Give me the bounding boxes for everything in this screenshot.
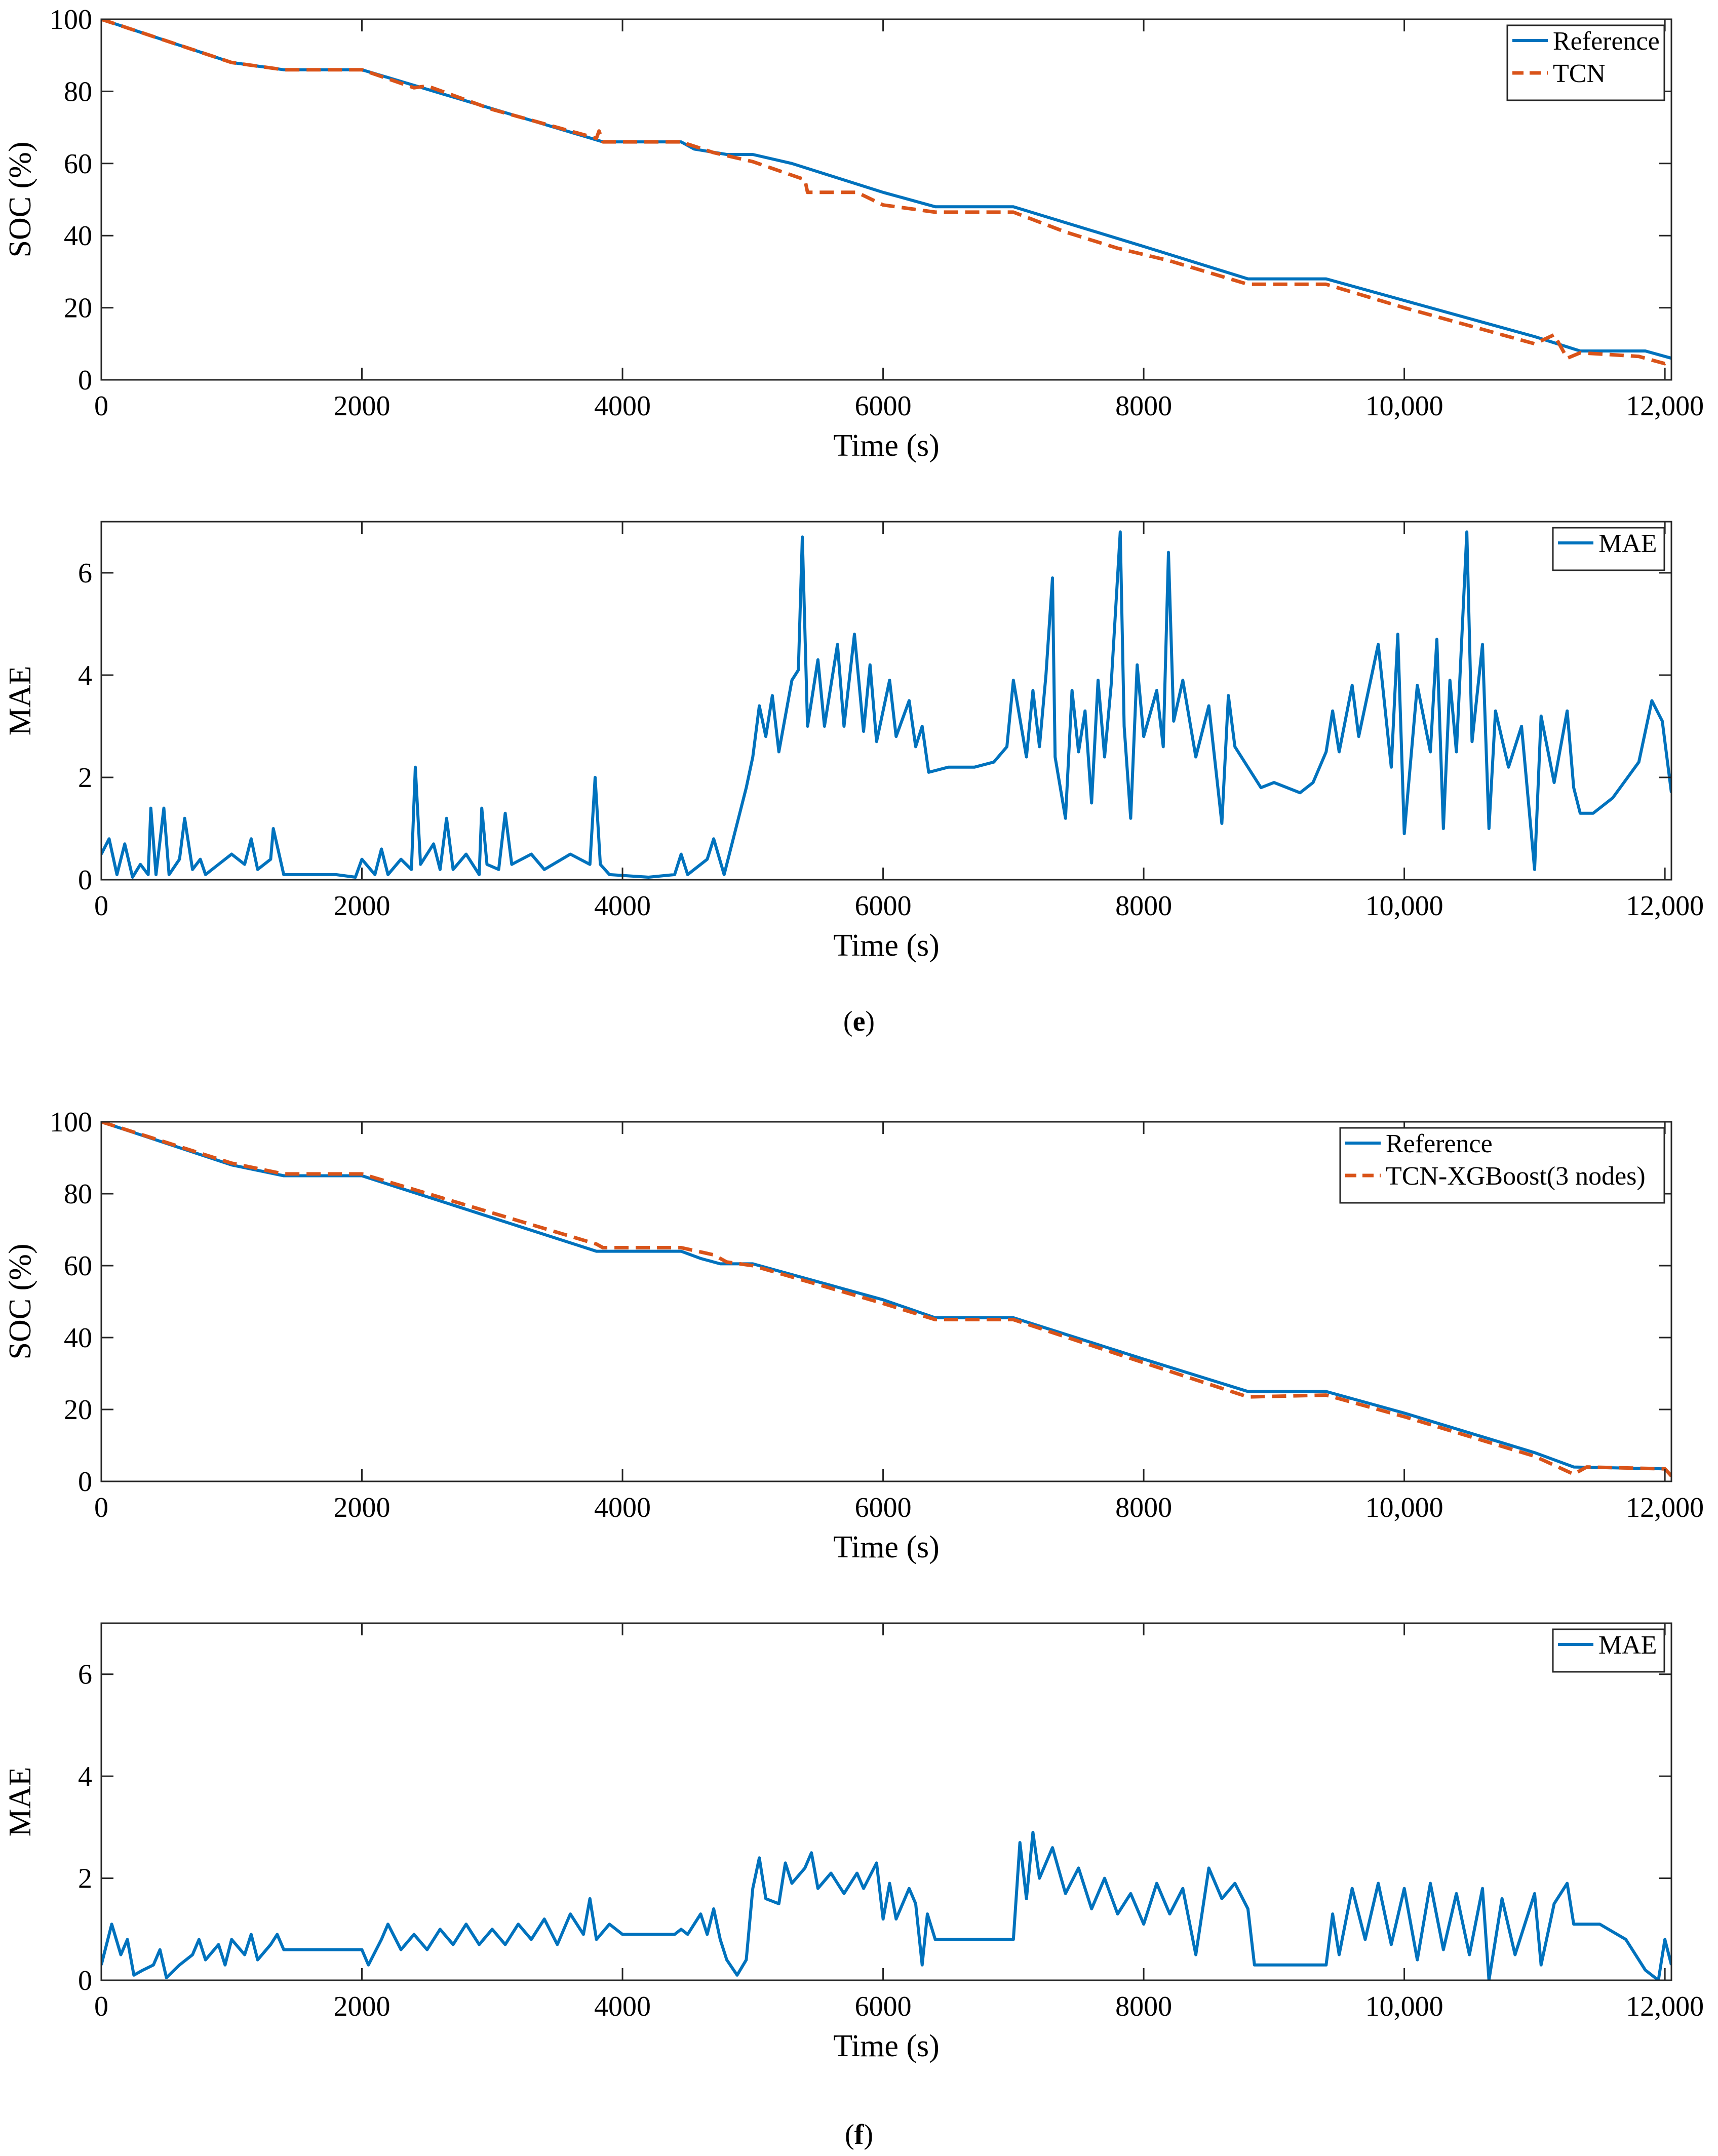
series-line-tcn [101,19,1671,366]
legend-box [1552,527,1665,571]
series-line-tcn-xgboost-3-nodes [101,1122,1671,1477]
x-tick-label: 12,000 [1626,1991,1704,2022]
y-tick-label: 0 [78,1466,92,1498]
caption-e-letter: e [853,1006,866,1037]
x-tick-label: 12,000 [1626,390,1704,422]
x-axis-title: Time (s) [833,1530,940,1564]
x-axis-title: Time (s) [833,2029,940,2063]
mae-chart-f: 0 2000 4000 6000 8000 10,000 12,000 0 2 4 6 Time (s… [3,1622,1704,2063]
x-tick-label: 8000 [1115,1492,1172,1523]
y-tick-label: 0 [78,1965,92,1996]
x-tick-label: 10,000 [1365,1991,1443,2022]
y-axis-title: MAE [3,1767,37,1837]
legend-label: MAE [1598,529,1657,558]
series-line-reference [101,1122,1671,1477]
legend-label: Reference [1553,27,1660,56]
x-tick-label: 6000 [855,890,912,922]
x-tick-label: 0 [94,1991,108,2022]
x-axis-title: Time (s) [833,428,940,463]
x-tick-label: 4000 [594,890,651,922]
legend-label: MAE [1598,1631,1657,1660]
y-axis-title: SOC (%) [3,141,37,257]
x-tick-label: 6000 [855,1492,912,1523]
x-tick-label: 2000 [334,1492,391,1523]
x-tick-label: 4000 [594,390,651,422]
x-axis-title: Time (s) [833,928,940,963]
caption-f: (f) [845,2119,873,2150]
soc-chart-e: 0 2000 4000 6000 8000 10,000 12,000 0 20 40 60 80 10… [3,4,1704,463]
x-tick-label: 10,000 [1365,1492,1443,1523]
y-axis-title: SOC (%) [3,1243,37,1359]
legend-label: TCN [1553,59,1606,88]
x-tick-label: 10,000 [1365,390,1443,422]
y-tick-label: 2 [78,1863,92,1895]
caption-e: (e) [843,1006,875,1037]
series-line-mae [101,1830,1671,1980]
x-tick-label: 8000 [1115,1991,1172,2022]
x-tick-label: 4000 [594,1492,651,1523]
y-tick-label: 60 [64,1250,92,1282]
x-tick-label: 10,000 [1365,890,1443,922]
y-tick-label: 100 [50,1107,92,1138]
x-tick-label: 0 [94,390,108,422]
plot-frame [100,521,1672,881]
x-tick-label: 2000 [334,1991,391,2022]
x-tick-label: 2000 [334,390,391,422]
plot-frame [100,18,1672,381]
y-tick-label: 4 [78,660,92,691]
y-tick-label: 100 [50,4,92,35]
mae-chart-e: 0 2000 4000 6000 8000 10,000 12,000 0 2 4 6 Time (s… [3,521,1704,963]
soc-chart-f: 0 2000 4000 6000 8000 10,000 12,000 0 20 40 60 80 10… [3,1107,1704,1564]
series-line-mae [101,530,1671,879]
y-tick-label: 0 [78,365,92,396]
y-tick-label: 40 [64,1322,92,1354]
x-tick-label: 2000 [334,890,391,922]
x-tick-label: 6000 [855,1991,912,2022]
x-tick-label: 8000 [1115,390,1172,422]
x-tick-label: 4000 [594,1991,651,2022]
y-tick-label: 6 [78,558,92,589]
legend-box [1339,1127,1665,1204]
x-tick-label: 0 [94,1492,108,1523]
caption-f-letter: f [854,2119,865,2150]
plot-frame [100,1622,1672,1981]
legend-box [1506,24,1665,101]
y-tick-label: 80 [64,76,92,107]
x-tick-label: 12,000 [1626,890,1704,922]
y-axis-title: MAE [3,666,37,736]
y-tick-label: 2 [78,762,92,794]
x-tick-label: 12,000 [1626,1492,1704,1523]
x-tick-label: 6000 [855,390,912,422]
x-tick-label: 8000 [1115,890,1172,922]
y-tick-label: 6 [78,1659,92,1691]
legend-label: Reference [1386,1129,1493,1158]
y-tick-label: 4 [78,1761,92,1792]
y-tick-label: 20 [64,1394,92,1426]
y-tick-label: 60 [64,148,92,180]
y-tick-label: 80 [64,1179,92,1210]
legend-label: TCN-XGBoost(3 nodes) [1386,1162,1646,1191]
plot-frame [100,1121,1672,1482]
y-tick-label: 40 [64,220,92,252]
y-tick-label: 0 [78,865,92,896]
x-tick-label: 0 [94,890,108,922]
y-tick-label: 20 [64,293,92,324]
series-line-reference [101,19,1671,360]
legend-box [1552,1628,1665,1673]
